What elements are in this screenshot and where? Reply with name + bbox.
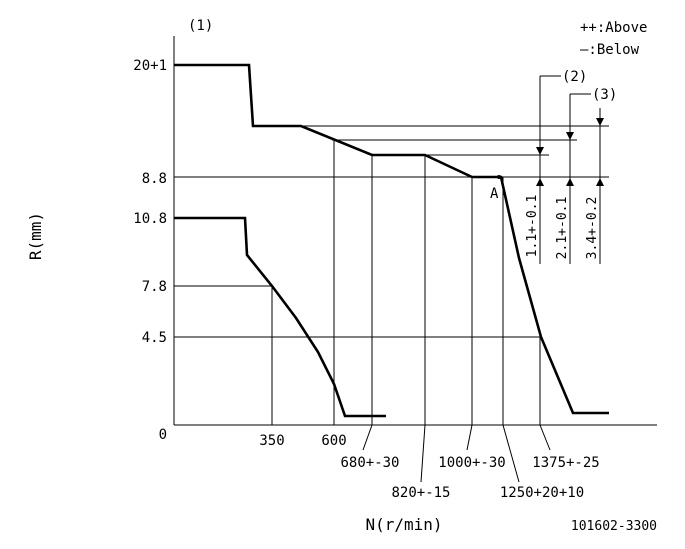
leader-1375 [539, 424, 551, 451]
dim-2-arrow-bottom [536, 178, 544, 186]
y-tick-0: 0 [159, 427, 167, 443]
x-tick-600: 600 [321, 433, 346, 449]
n-axis-title: N(r/min) [365, 515, 442, 534]
dim-2-arrow-top [536, 147, 544, 155]
upper-curve [174, 63, 609, 415]
dim-label-1-1: 1.1+-0.1 [525, 195, 540, 258]
x-tick-1250: 1250+20+10 [500, 485, 584, 501]
leader-820 [420, 424, 426, 483]
x-tick-680: 680+-30 [340, 455, 399, 471]
dim-1-arrow-bottom [596, 178, 604, 186]
y-tick-10-8: 10.8 [133, 211, 167, 227]
x-tick-1000: 1000+-30 [438, 455, 505, 471]
dim-3-arrow-bottom [566, 178, 574, 186]
ref-label-1: (1) [188, 18, 213, 34]
dim-label-2-1: 2.1+-0.1 [555, 197, 570, 260]
leader-680 [362, 424, 373, 451]
dim-3-arrow-top [566, 132, 574, 140]
leader-1000 [466, 424, 473, 451]
y-tick-4-5: 4.5 [142, 330, 167, 346]
leader-1250 [502, 424, 520, 483]
x-tick-350: 350 [259, 433, 284, 449]
r-axis-title: R(mm) [26, 212, 45, 260]
point-a-marker [497, 175, 501, 179]
x-tick-1375: 1375+-25 [532, 455, 599, 471]
ref-label-3: (3) [592, 87, 617, 103]
legend-above: ++:Above [580, 20, 647, 36]
y-tick-20: 20+1 [133, 58, 167, 74]
x-tick-820: 820+-15 [391, 485, 450, 501]
dim-label-3-4: 3.4+-0.2 [585, 197, 600, 260]
dim-1-arrow-top [596, 118, 604, 126]
lower-curve [174, 216, 386, 418]
y-tick-7-8: 7.8 [142, 279, 167, 295]
ref-label-2: (2) [562, 69, 587, 85]
drawing-number: 101602-3300 [571, 519, 657, 534]
y-tick-8-8: 8.8 [142, 171, 167, 187]
legend-below: —:Below [580, 42, 640, 58]
point-a-label: A [490, 186, 499, 202]
